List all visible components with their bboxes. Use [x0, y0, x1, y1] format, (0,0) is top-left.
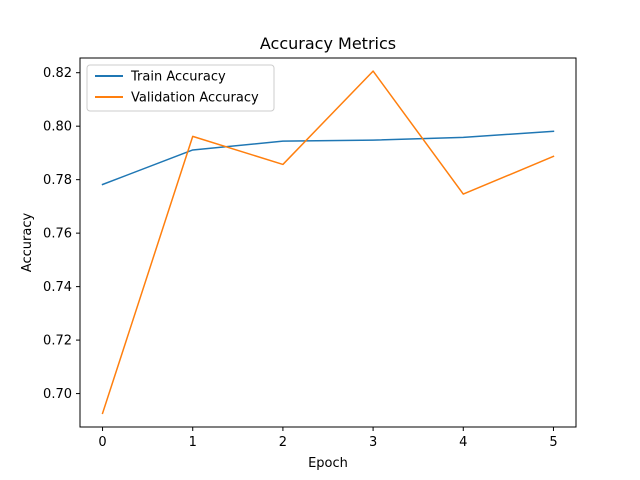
y-tick-label: 0.72 [43, 334, 72, 349]
series-line-train-accuracy [101, 130, 555, 186]
legend-label-validation-accuracy: Validation Accuracy [131, 91, 259, 106]
y-tick-label: 0.78 [43, 173, 72, 188]
legend: Train Accuracy Validation Accuracy [86, 64, 275, 112]
x-tick-label: 1 [189, 435, 197, 450]
x-axis-label: Epoch [308, 456, 348, 471]
y-tick-label: 0.74 [43, 280, 72, 295]
plot-frame [79, 57, 577, 428]
legend-box [86, 64, 275, 112]
y-axis-label: Accuracy [20, 213, 35, 273]
chart-title: Accuracy Metrics [260, 34, 396, 53]
y-tick-label: 0.80 [43, 120, 72, 135]
x-tick-label: 0 [98, 435, 106, 450]
y-tick-label: 0.76 [43, 227, 72, 242]
x-tick-label: 3 [369, 435, 377, 450]
x-axis-ticks: 0 1 2 3 4 5 [98, 427, 558, 450]
y-tick-label: 0.70 [43, 387, 72, 402]
legend-label-train-accuracy: Train Accuracy [130, 70, 226, 85]
y-tick-label: 0.82 [43, 66, 72, 81]
y-axis-ticks: 0.70 0.72 0.74 0.76 0.78 0.80 0.82 [43, 66, 80, 402]
series-line-validation-accuracy [101, 70, 555, 415]
series-layer [101, 70, 555, 415]
x-tick-label: 5 [549, 435, 557, 450]
plot-area [80, 58, 576, 427]
x-tick-label: 2 [279, 435, 287, 450]
plot-background [80, 58, 576, 427]
x-tick-label: 4 [459, 435, 467, 450]
